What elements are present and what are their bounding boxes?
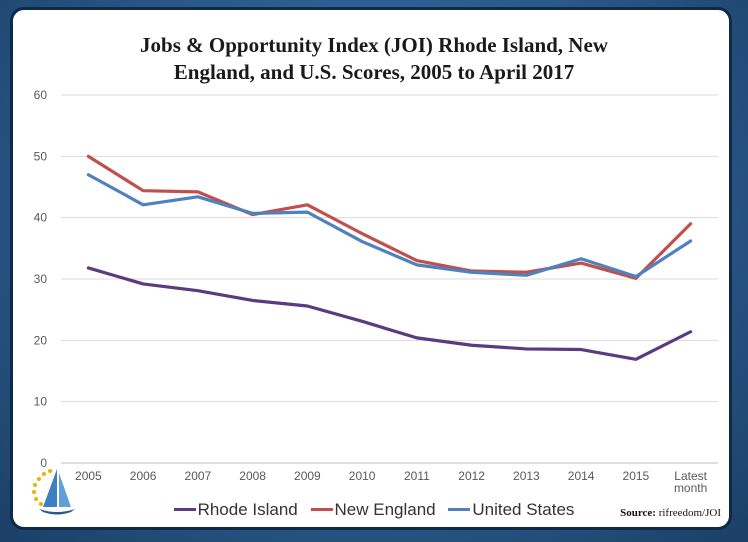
logo-icon <box>32 469 75 515</box>
legend-label-united-states: United States <box>472 499 575 519</box>
x-tick-label-6: 2011 <box>404 469 430 483</box>
source-note: Source: rifreedom/JOI <box>620 507 721 519</box>
x-tick-label-7: 2012 <box>458 469 485 483</box>
series-line-rhode-island <box>86 266 693 361</box>
legend-swatch-united-states <box>448 508 471 511</box>
legend-label-new-england: New England <box>334 499 436 519</box>
chart-frame: Jobs & Opportunity Index (JOI) Rhode Isl… <box>10 7 732 530</box>
chart-plot-area: 0 10 20 30 40 50 60 2005 2006 2007 2008 2009 2010 201… <box>34 88 718 495</box>
x-tick-label-9: 2014 <box>568 469 595 483</box>
y-tick-label-10: 10 <box>34 395 48 409</box>
x-tick-label-8: 2013 <box>513 469 540 483</box>
legend-item-rhode-island: Rhode Island <box>173 499 298 520</box>
source-label: Source: <box>620 507 656 519</box>
x-tick-label-5: 2010 <box>349 469 376 483</box>
x-tick-label-0: 2005 <box>75 469 102 483</box>
x-tick-label-4: 2009 <box>294 469 321 483</box>
legend-item-new-england: New England <box>310 499 436 520</box>
chart-title-line-1: Jobs & Opportunity Index (JOI) Rhode Isl… <box>140 33 608 57</box>
x-tick-label-2: 2007 <box>185 469 212 483</box>
series-line-new-england <box>86 154 693 280</box>
y-tick-label-0: 0 <box>40 456 47 470</box>
y-tick-label-20: 20 <box>34 333 48 347</box>
x-tick-label-1: 2006 <box>130 469 157 483</box>
x-tick-label-3: 2008 <box>239 469 266 483</box>
y-tick-label-50: 50 <box>34 149 48 163</box>
legend-swatch-rhode-island <box>173 508 196 511</box>
chart-title: Jobs & Opportunity Index (JOI) Rhode Isl… <box>13 32 729 86</box>
chart-legend: Rhode Island New England United States <box>13 496 729 520</box>
y-tick-label-40: 40 <box>34 211 48 225</box>
y-tick-label-30: 30 <box>34 272 48 286</box>
chart-title-line-2: England, and U.S. Scores, 2005 to April … <box>173 60 575 84</box>
source-text: rifreedom/JOI <box>658 507 721 519</box>
legend-item-united-states: United States <box>448 500 574 520</box>
x-tick-label-11: Latest month <box>674 469 708 495</box>
x-tick-label-10: 2015 <box>623 469 650 483</box>
y-tick-label-60: 60 <box>34 88 48 102</box>
legend-label-rhode-island: Rhode Island <box>197 499 298 519</box>
legend-swatch-new-england <box>310 508 333 511</box>
series-line-united-states <box>86 173 693 279</box>
